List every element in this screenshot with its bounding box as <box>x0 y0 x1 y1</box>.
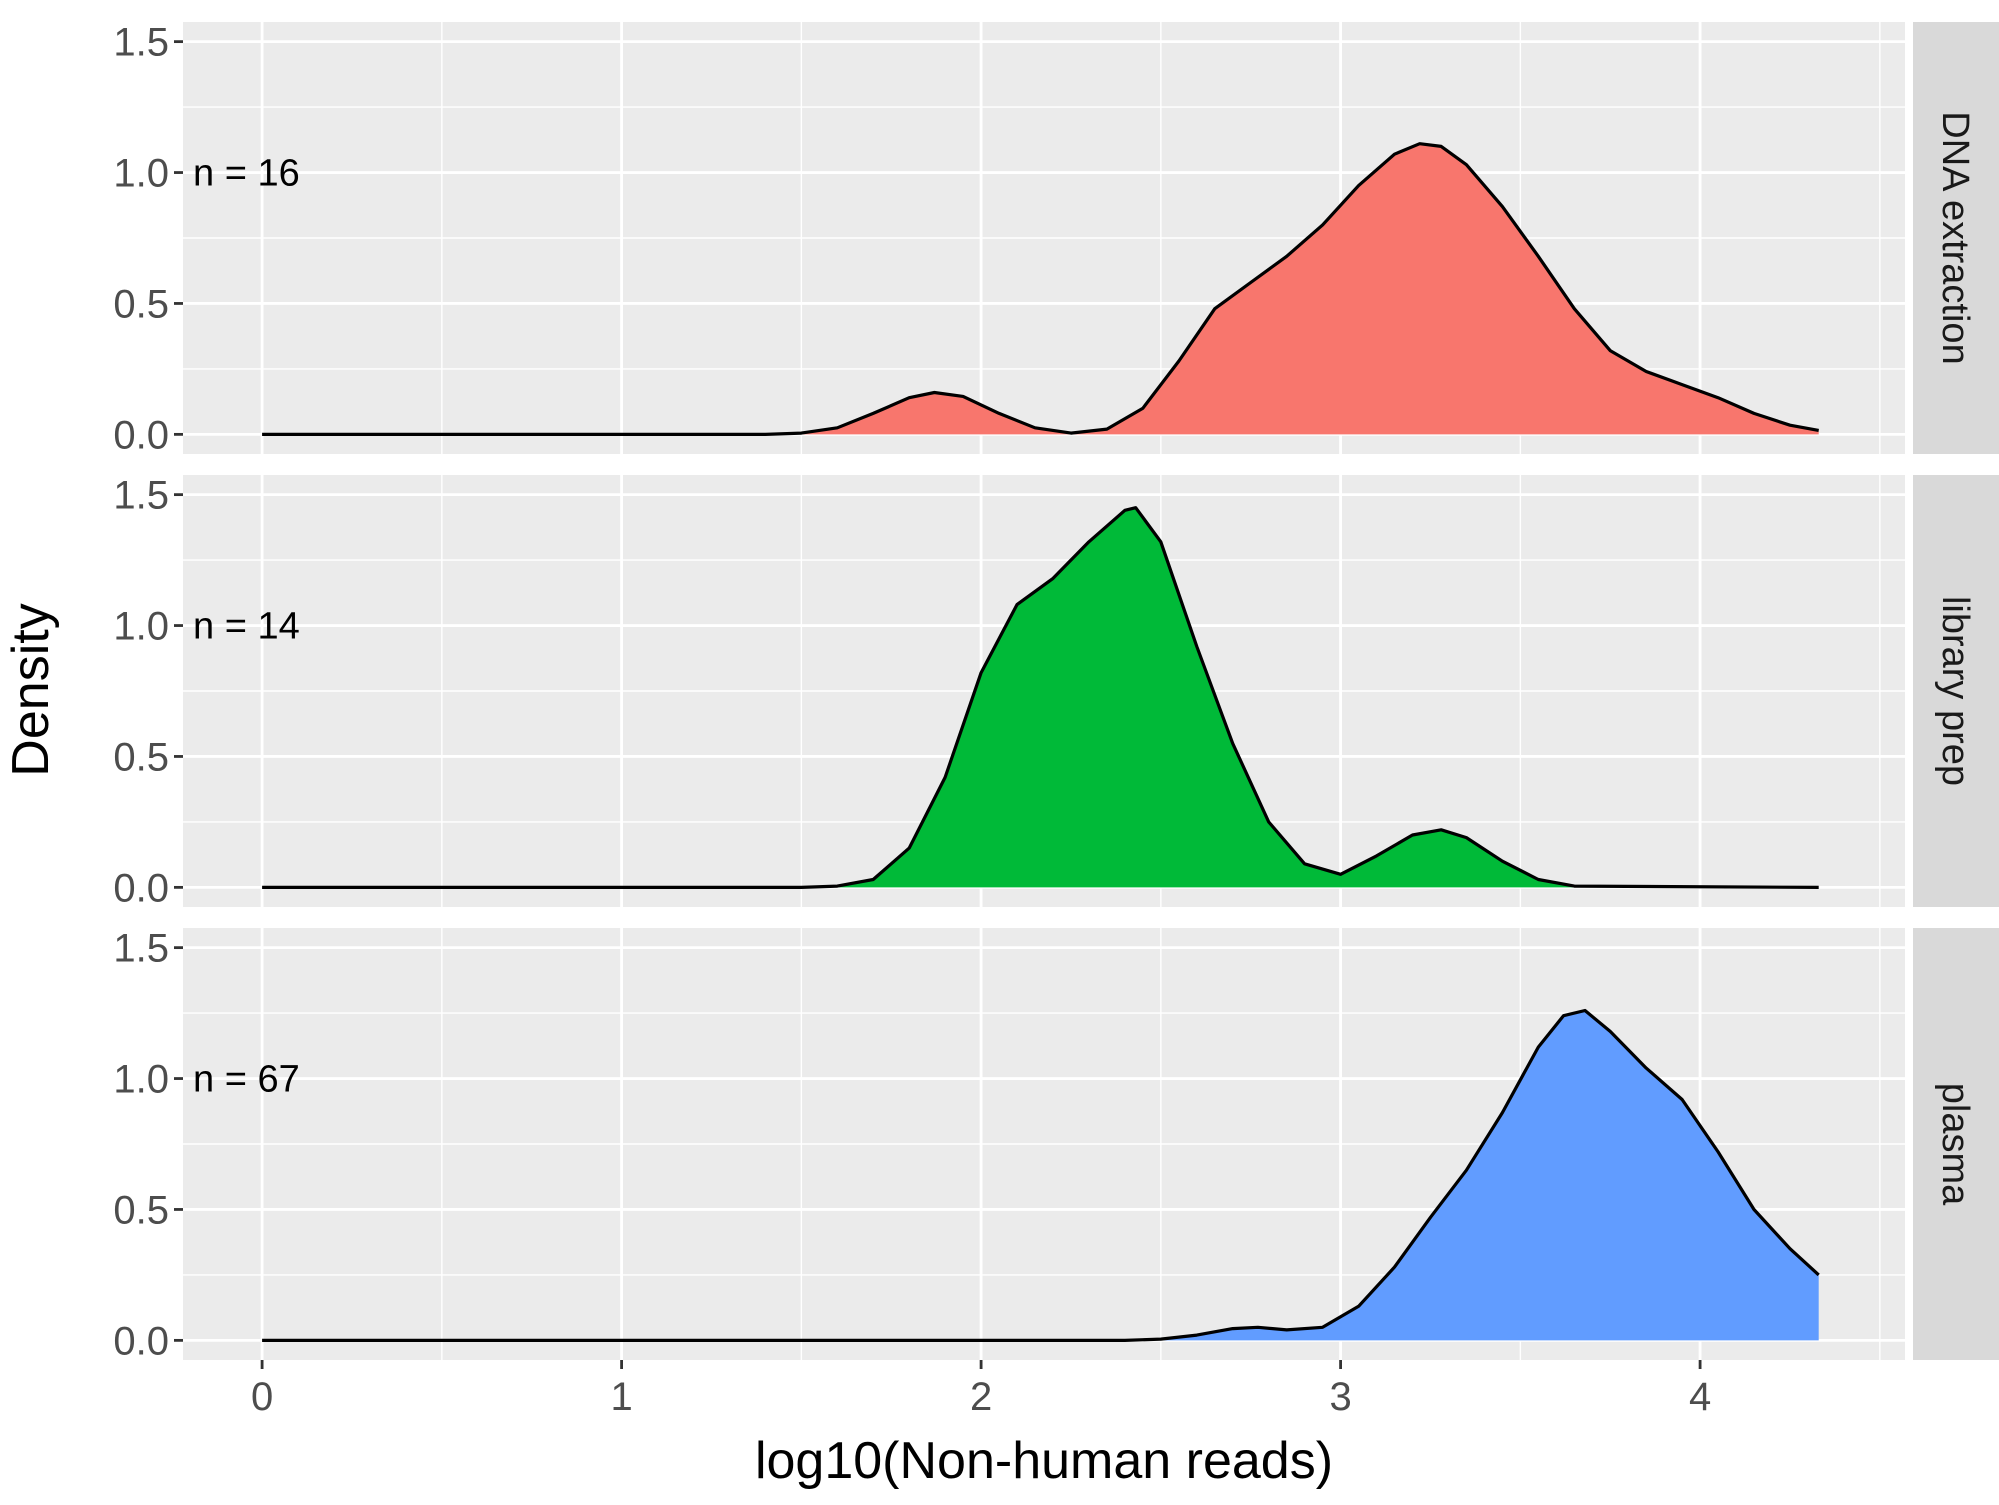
facet-strip-dna-extraction <box>1913 22 1999 454</box>
density-area-dna-extraction <box>262 143 1819 435</box>
y-tick-label: 1.0 <box>113 152 169 196</box>
x-tick-label: 2 <box>970 1375 992 1419</box>
panel-annotation-plasma: n = 67 <box>193 1059 300 1101</box>
x-axis-title: log10(Non-human reads) <box>755 1432 1333 1490</box>
y-tick-label: 0.0 <box>113 1319 169 1363</box>
x-tick-label: 0 <box>251 1375 273 1419</box>
y-tick-label: 1.0 <box>113 605 169 649</box>
density-area-plasma <box>262 1010 1819 1341</box>
y-tick-label: 1.5 <box>113 474 169 518</box>
y-tick-label: 0.5 <box>113 1188 169 1232</box>
facet-strip-library-prep <box>1913 475 1999 907</box>
y-tick-label: 0.5 <box>113 735 169 779</box>
y-tick-label: 0.0 <box>113 866 169 910</box>
y-tick-label: 1.0 <box>113 1058 169 1102</box>
x-tick-label: 4 <box>1689 1375 1711 1419</box>
density-line-library-prep <box>262 506 1819 889</box>
facet-label-dna-extraction: DNA extraction <box>1934 111 1976 364</box>
facet-label-library-prep: library prep <box>1934 596 1976 786</box>
facet-label-plasma: plasma <box>1934 1083 1976 1206</box>
density-line-plasma <box>262 1008 1820 1342</box>
y-tick-label: 0.0 <box>113 413 169 457</box>
panel-annotation-library-prep: n = 14 <box>193 606 300 648</box>
y-tick-label: 0.5 <box>113 282 169 326</box>
density-line-dna-extraction <box>262 142 1819 436</box>
y-tick-label: 1.5 <box>113 927 169 971</box>
x-tick-label: 1 <box>610 1375 632 1419</box>
y-axis-title: Density <box>2 603 60 776</box>
x-tick-label: 3 <box>1329 1375 1351 1419</box>
facet-strip-plasma <box>1913 928 1999 1360</box>
y-tick-label: 1.5 <box>113 21 169 65</box>
density-area-library-prep <box>262 507 1819 888</box>
panel-annotation-dna-extraction: n = 16 <box>193 153 300 195</box>
